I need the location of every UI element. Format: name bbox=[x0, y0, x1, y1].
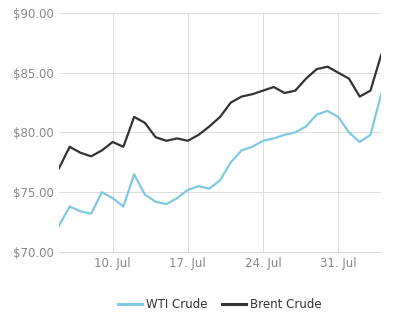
Brent Crude bbox=[218, 115, 222, 119]
Brent Crude bbox=[239, 95, 244, 99]
WTI Crude bbox=[121, 204, 126, 208]
WTI Crude bbox=[185, 188, 190, 192]
Brent Crude bbox=[110, 140, 115, 144]
Brent Crude bbox=[67, 145, 72, 149]
WTI Crude bbox=[272, 136, 276, 140]
Legend: WTI Crude, Brent Crude: WTI Crude, Brent Crude bbox=[113, 294, 327, 316]
WTI Crude bbox=[78, 209, 83, 213]
WTI Crude bbox=[357, 140, 362, 144]
WTI Crude bbox=[196, 184, 201, 188]
Brent Crude bbox=[207, 124, 212, 128]
WTI Crude bbox=[132, 172, 136, 176]
Brent Crude bbox=[336, 71, 341, 75]
WTI Crude bbox=[57, 224, 61, 228]
Brent Crude bbox=[304, 77, 309, 80]
Line: WTI Crude: WTI Crude bbox=[59, 94, 381, 226]
Brent Crude bbox=[357, 95, 362, 99]
WTI Crude bbox=[304, 124, 309, 128]
Brent Crude bbox=[185, 139, 190, 143]
Brent Crude bbox=[228, 100, 233, 104]
WTI Crude bbox=[336, 115, 341, 119]
WTI Crude bbox=[218, 178, 222, 182]
Brent Crude bbox=[261, 89, 265, 92]
Brent Crude bbox=[368, 89, 373, 92]
WTI Crude bbox=[228, 161, 233, 164]
WTI Crude bbox=[110, 196, 115, 200]
WTI Crude bbox=[175, 196, 180, 200]
Brent Crude bbox=[164, 139, 169, 143]
WTI Crude bbox=[368, 133, 373, 137]
Brent Crude bbox=[99, 148, 104, 152]
WTI Crude bbox=[325, 109, 330, 113]
WTI Crude bbox=[261, 139, 265, 143]
WTI Crude bbox=[314, 112, 319, 116]
Brent Crude bbox=[132, 115, 136, 119]
Brent Crude bbox=[379, 53, 384, 57]
Brent Crude bbox=[153, 135, 158, 139]
Brent Crude bbox=[121, 145, 126, 149]
WTI Crude bbox=[207, 187, 212, 191]
Brent Crude bbox=[314, 67, 319, 71]
Brent Crude bbox=[293, 89, 298, 92]
Brent Crude bbox=[196, 133, 201, 137]
WTI Crude bbox=[143, 193, 147, 196]
Brent Crude bbox=[325, 65, 330, 68]
Brent Crude bbox=[78, 151, 83, 155]
Brent Crude bbox=[175, 136, 180, 140]
WTI Crude bbox=[282, 133, 287, 137]
Brent Crude bbox=[272, 85, 276, 89]
WTI Crude bbox=[239, 148, 244, 152]
WTI Crude bbox=[293, 130, 298, 134]
WTI Crude bbox=[99, 190, 104, 194]
WTI Crude bbox=[347, 130, 351, 134]
Line: Brent Crude: Brent Crude bbox=[59, 55, 381, 168]
WTI Crude bbox=[89, 212, 94, 216]
WTI Crude bbox=[250, 145, 255, 149]
Brent Crude bbox=[143, 121, 147, 125]
WTI Crude bbox=[67, 204, 72, 208]
Brent Crude bbox=[282, 91, 287, 95]
WTI Crude bbox=[164, 202, 169, 206]
WTI Crude bbox=[379, 92, 384, 96]
Brent Crude bbox=[347, 77, 351, 80]
Brent Crude bbox=[250, 92, 255, 96]
Brent Crude bbox=[89, 154, 94, 158]
WTI Crude bbox=[153, 200, 158, 204]
Brent Crude bbox=[57, 166, 61, 170]
